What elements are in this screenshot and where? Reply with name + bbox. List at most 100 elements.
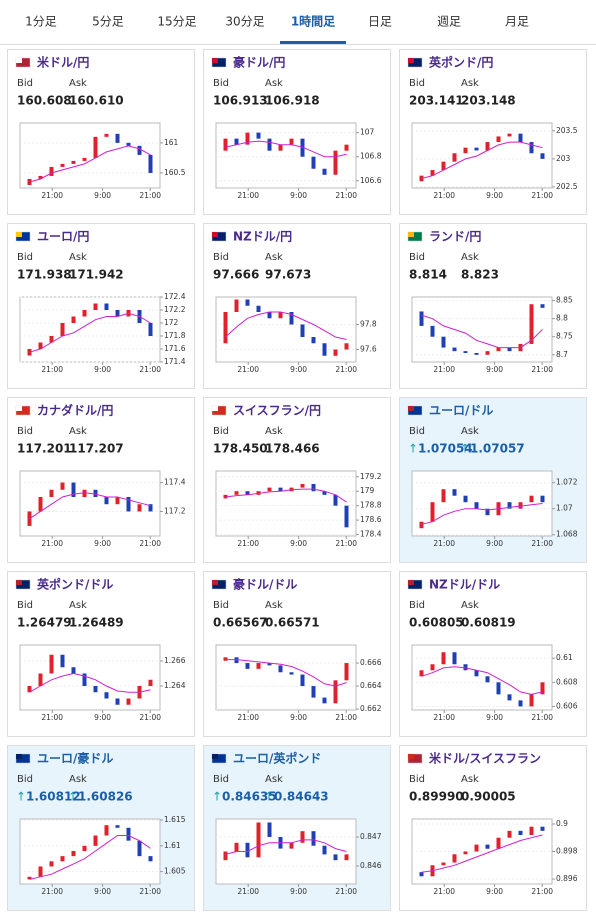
chart-frame — [19, 296, 161, 363]
candle — [71, 850, 76, 857]
candle — [430, 664, 435, 671]
flag — [212, 406, 218, 411]
candle — [333, 494, 338, 506]
candle — [256, 822, 261, 858]
pair-name[interactable]: NZドル/円 — [233, 230, 292, 244]
flag — [212, 232, 218, 237]
y-tick-label: 178.8 — [360, 501, 382, 510]
candle — [474, 670, 479, 677]
candle — [540, 495, 545, 503]
candle — [300, 831, 305, 843]
tab[interactable]: 日足 — [368, 15, 392, 29]
candle — [71, 316, 76, 323]
x-tick-label: 21:00 — [41, 713, 63, 722]
pair-name[interactable]: 英ポンド/ドル — [37, 577, 113, 592]
y-tick-label: 202.5 — [556, 182, 578, 191]
trend-arrow: ↑ — [460, 442, 470, 456]
candle — [223, 138, 228, 151]
candle — [234, 491, 239, 495]
x-tick-label: 21:00 — [41, 539, 63, 548]
pair-name[interactable]: 豪ドル/ドル — [233, 577, 297, 592]
tab[interactable]: 5分足 — [92, 15, 124, 29]
y-tick-label: 106.6 — [360, 176, 382, 185]
ask-label: Ask — [461, 426, 479, 437]
tab[interactable]: 週足 — [437, 15, 461, 29]
pair-name[interactable]: ユーロ/英ポンド — [233, 751, 321, 766]
y-tick-label: 161 — [164, 138, 179, 147]
pair-name[interactable]: 豪ドル/円 — [233, 55, 285, 70]
bid-label: Bid — [213, 252, 229, 263]
candle — [430, 325, 435, 337]
candle — [529, 142, 534, 154]
pair-name[interactable]: ランド/円 — [429, 230, 481, 244]
candle — [71, 667, 76, 674]
pair-name[interactable]: NZドル/ドル — [429, 578, 500, 592]
tab[interactable]: 1時間足 — [291, 14, 335, 29]
bid-label: Bid — [409, 774, 425, 785]
candle — [104, 692, 109, 699]
pair-name[interactable]: 英ポンド/円 — [429, 55, 493, 70]
trend-arrow: ↑ — [16, 790, 26, 804]
y-tick-label: 1.605 — [164, 867, 186, 876]
candle — [60, 482, 65, 490]
candle — [93, 136, 98, 158]
candle — [93, 489, 98, 497]
candle — [344, 505, 349, 528]
candle — [38, 866, 43, 877]
candle — [322, 168, 327, 175]
pair-name[interactable]: ユーロ/豪ドル — [37, 751, 113, 766]
pair-name[interactable]: ユーロ/円 — [37, 230, 89, 244]
candle — [529, 304, 534, 344]
pair-name[interactable]: 米ドル/円 — [37, 55, 89, 70]
candle — [311, 156, 316, 169]
candle — [267, 822, 272, 837]
pair-name[interactable]: ユーロ/ドル — [429, 404, 493, 418]
pair-name[interactable]: カナダドル/円 — [37, 403, 113, 418]
flag — [16, 754, 22, 759]
y-tick-label: 1.615 — [164, 815, 186, 824]
candle — [518, 700, 523, 707]
candle — [518, 830, 523, 835]
candle — [82, 673, 87, 686]
chart-frame — [411, 296, 553, 363]
candle — [256, 305, 261, 312]
pair-name[interactable]: スイスフラン/円 — [233, 404, 321, 418]
tab[interactable]: 15分足 — [157, 15, 196, 29]
tab[interactable]: 30分足 — [225, 15, 264, 29]
x-tick-label: 21:00 — [41, 887, 63, 896]
candle — [518, 502, 523, 509]
pair-name[interactable]: 米ドル/スイスフラン — [429, 751, 541, 766]
candle — [148, 679, 153, 686]
candle — [71, 160, 76, 164]
x-tick-label: 21:00 — [237, 191, 259, 200]
tab[interactable]: 1分足 — [25, 15, 57, 29]
moving-average — [225, 488, 347, 503]
candle — [267, 663, 272, 666]
candle — [485, 676, 490, 683]
x-tick-label: 9:00 — [94, 887, 111, 896]
moving-average — [225, 659, 347, 687]
bid-value: 160.608 — [17, 94, 72, 108]
bid-value: 117.201 — [17, 442, 72, 456]
chart-frame — [215, 644, 357, 711]
x-tick-label: 21:00 — [335, 887, 357, 896]
candle — [419, 670, 424, 677]
tab[interactable]: 月足 — [505, 15, 529, 29]
candle — [289, 312, 294, 325]
rate-card[interactable]: NZドル/円 Bid Ask 97.666 97.673 97.8 97.6 21:00 9:0… — [203, 223, 391, 389]
candle — [60, 323, 65, 336]
